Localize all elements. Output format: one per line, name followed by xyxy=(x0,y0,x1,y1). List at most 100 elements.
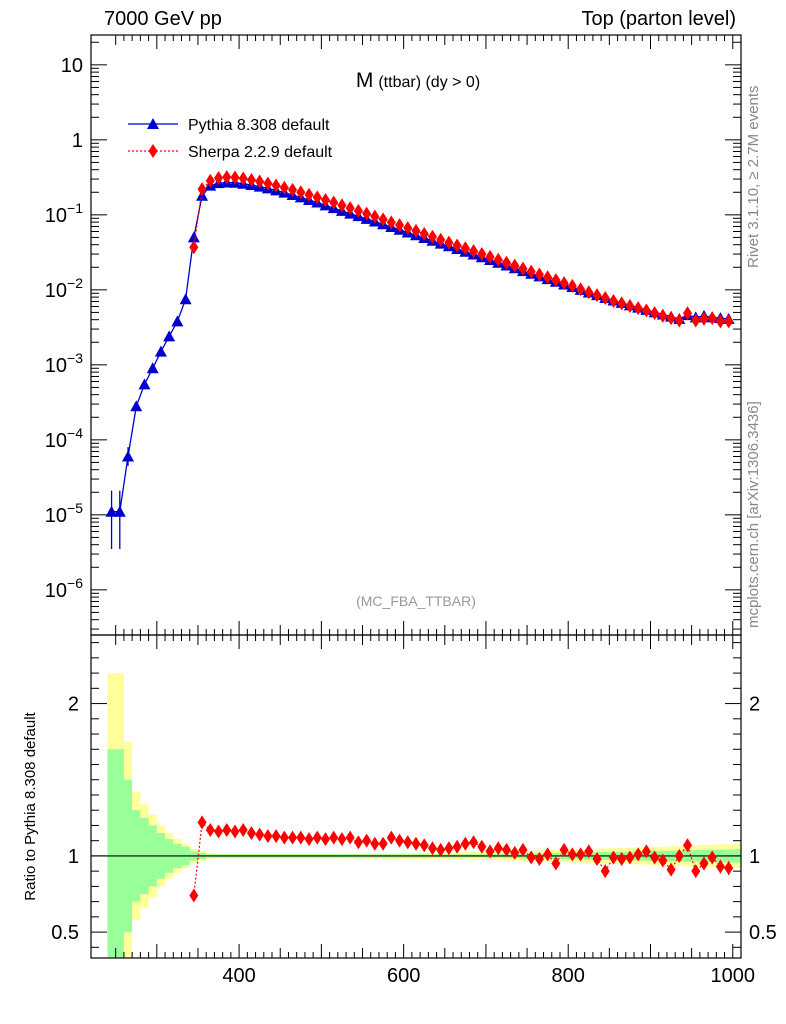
ratio-point xyxy=(567,847,577,862)
ratio-point xyxy=(230,824,240,839)
ratio-point xyxy=(477,839,487,854)
ratio-line xyxy=(193,821,729,896)
data-point xyxy=(427,229,437,244)
data-point xyxy=(187,231,200,243)
ratio-point xyxy=(724,861,734,876)
ratio-point xyxy=(411,836,421,851)
data-point xyxy=(592,288,602,303)
y-tick-label: 10−5 xyxy=(45,500,83,527)
data-point xyxy=(543,270,553,285)
ratio-point xyxy=(584,844,594,859)
legend-marker xyxy=(148,144,158,158)
ratio-y-tick-label: 0.5 xyxy=(51,922,79,944)
series-line-0 xyxy=(111,181,729,513)
ratio-point xyxy=(469,835,479,850)
data-point xyxy=(403,221,413,236)
data-point xyxy=(271,178,281,193)
ratio-point xyxy=(493,841,503,856)
ratio-point xyxy=(641,844,651,859)
data-point xyxy=(436,232,446,247)
data-point xyxy=(469,244,479,259)
data-point xyxy=(329,195,339,210)
data-point xyxy=(419,226,429,241)
ratio-point xyxy=(370,836,380,851)
data-point xyxy=(113,505,126,517)
ratio-y-tick-label: 2 xyxy=(68,694,79,716)
data-point xyxy=(362,206,372,221)
ratio-point xyxy=(691,864,701,879)
ratio-y-tick-label-right: 2 xyxy=(749,694,760,716)
x-tick-label: 600 xyxy=(387,965,420,987)
data-point xyxy=(608,294,618,309)
data-point xyxy=(296,185,306,200)
data-point xyxy=(279,180,289,195)
ratio-y-tick-label: 1 xyxy=(68,846,79,868)
ratio-ylabel: Ratio to Pythia 8.308 default xyxy=(22,711,39,900)
ratio-point xyxy=(271,829,281,844)
ratio-point xyxy=(683,838,693,853)
data-point xyxy=(674,313,684,328)
data-point xyxy=(510,258,520,273)
ratio-point xyxy=(526,850,536,865)
data-point xyxy=(444,235,454,250)
data-point xyxy=(691,313,701,328)
data-point xyxy=(320,192,330,207)
ratio-point xyxy=(650,850,660,865)
ratio-point xyxy=(337,832,347,847)
ratio-point xyxy=(263,829,273,844)
data-point xyxy=(502,255,512,270)
data-point xyxy=(222,170,232,185)
ratio-point xyxy=(715,859,725,874)
data-point xyxy=(138,378,151,390)
y-tick-label: 10−1 xyxy=(45,200,83,227)
data-point xyxy=(230,170,240,185)
data-point xyxy=(724,314,734,329)
ratio-point xyxy=(608,850,618,865)
ratio-point xyxy=(625,850,635,865)
ratio-point xyxy=(304,832,314,847)
data-point xyxy=(707,311,717,326)
data-point xyxy=(567,278,577,293)
ratio-frame xyxy=(90,634,742,959)
data-point xyxy=(163,330,176,342)
y-tick-label: 10−3 xyxy=(45,350,83,377)
y-tick-label: 10 xyxy=(61,55,83,77)
ratio-point xyxy=(436,842,446,857)
data-point xyxy=(559,276,569,291)
legend: Pythia 8.308 default Sherpa 2.2.9 default xyxy=(128,117,333,161)
ratio-point xyxy=(395,833,405,848)
data-point xyxy=(288,182,298,197)
ratio-point xyxy=(576,847,586,862)
ratio-point xyxy=(296,830,306,845)
ratio-point xyxy=(534,851,544,866)
ratio-point xyxy=(427,841,437,856)
data-point xyxy=(312,190,322,205)
data-point xyxy=(633,301,643,316)
ratio-point xyxy=(485,844,495,859)
data-point xyxy=(551,273,561,288)
ratio-point xyxy=(320,832,330,847)
data-point xyxy=(650,306,660,321)
data-point xyxy=(584,285,594,300)
ratio-y-tick-label-right: 0.5 xyxy=(749,922,777,944)
x-tick-label: 800 xyxy=(552,965,585,987)
ratio-point xyxy=(419,838,429,853)
ratio-point xyxy=(518,842,528,857)
data-point xyxy=(179,293,192,305)
ratio-point xyxy=(214,824,224,839)
ratio-point xyxy=(378,836,388,851)
header-left: 7000 GeV pp xyxy=(104,8,222,30)
ratio-point xyxy=(666,862,676,877)
ratio-point xyxy=(543,847,553,862)
ratio-point xyxy=(205,823,215,838)
ratio-point xyxy=(699,856,709,871)
ratio-point xyxy=(633,847,643,862)
data-point xyxy=(452,238,462,253)
data-point xyxy=(189,240,199,255)
ratio-point xyxy=(510,845,520,860)
data-point xyxy=(197,182,207,197)
data-point xyxy=(576,282,586,297)
ratio-point xyxy=(362,833,372,848)
data-point xyxy=(238,171,248,186)
ratio-point xyxy=(255,827,265,842)
